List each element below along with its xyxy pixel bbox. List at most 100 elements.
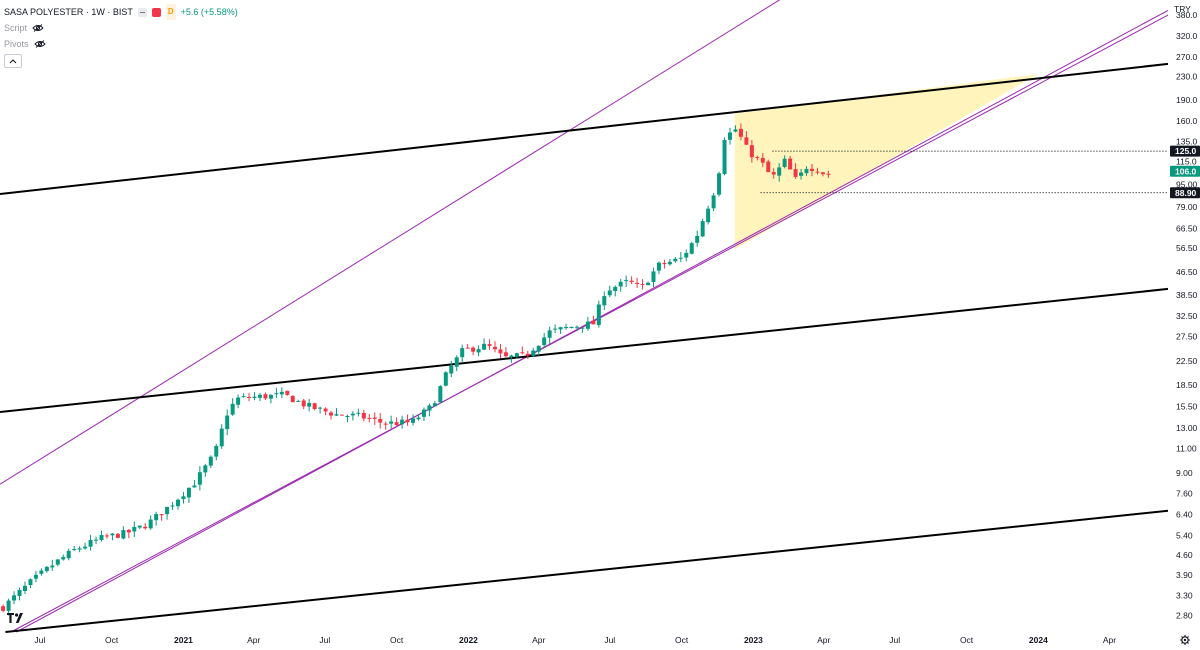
candle (596, 300, 601, 328)
candle-body (143, 526, 148, 529)
candle-body (230, 403, 235, 415)
legend-symbol-row[interactable]: SASA POLYESTER · 1W · BIST D +5.6 (+5.58… (4, 4, 238, 20)
price-tag: 125.0 (1170, 145, 1200, 157)
candle-body (148, 519, 153, 529)
script-indicator-label[interactable]: Script (4, 23, 28, 33)
time-axis-label: 2023 (744, 635, 763, 645)
price-tag-label: 106.0 (1175, 166, 1197, 176)
candle-body (706, 208, 711, 223)
price-axis-label: 32.50 (1176, 311, 1198, 321)
candle-body (695, 235, 700, 243)
market-status-icon (151, 7, 161, 17)
candle-body (416, 417, 421, 420)
candle-body (717, 173, 722, 195)
candle (503, 347, 508, 358)
candle (83, 542, 88, 550)
candle (646, 281, 651, 286)
price-axis-label: 230.0 (1176, 72, 1198, 82)
candle-body (6, 600, 11, 611)
price-axis-label: 3.90 (1176, 570, 1193, 580)
candle-body (329, 412, 334, 416)
candle-body (744, 137, 749, 145)
candle (804, 166, 809, 176)
price-axis-label: 38.50 (1176, 290, 1198, 300)
candle (498, 344, 503, 359)
price-axis-label: 18.50 (1176, 380, 1198, 390)
candle-body (44, 566, 49, 572)
candle (454, 355, 459, 372)
price-axis-label: 95.00 (1176, 180, 1198, 190)
candle (350, 411, 355, 421)
legend-pivots-row[interactable]: Pivots (4, 36, 238, 52)
candle (531, 347, 536, 358)
candle-body (252, 396, 257, 398)
candle (602, 291, 607, 310)
currency-label[interactable]: TRY (1174, 4, 1191, 14)
candle (525, 350, 530, 359)
candle-body (749, 145, 754, 158)
candle (307, 398, 312, 412)
candle-body (651, 271, 656, 282)
candle (383, 421, 388, 430)
trend-line (0, 62, 1169, 196)
time-axis-label: Oct (675, 635, 689, 645)
candle (766, 159, 771, 173)
candle-body (192, 485, 197, 488)
candle-body (656, 262, 661, 271)
channel-line (0, 0, 781, 485)
candle (749, 139, 754, 163)
candle-body (788, 158, 793, 170)
candle-body (110, 533, 115, 536)
settings-gear-icon[interactable] (1180, 635, 1190, 645)
candle (585, 316, 590, 331)
data-delay-badge: D (165, 4, 176, 20)
eye-hidden-icon[interactable] (32, 24, 44, 32)
candle (334, 408, 339, 417)
price-axis-label: 79.00 (1176, 202, 1198, 212)
candle (738, 123, 743, 141)
candle (695, 230, 700, 247)
eye-hidden-icon[interactable] (33, 40, 46, 48)
candle-body (471, 347, 476, 352)
candle (154, 511, 159, 526)
legend-script-row[interactable]: Script (4, 20, 238, 36)
price-axis-label: 22.50 (1176, 356, 1198, 366)
candle-body (170, 505, 175, 507)
candle (443, 371, 448, 387)
tradingview-logo[interactable] (7, 613, 23, 623)
time-axis[interactable]: Jul Oct 2021 Apr Jul Oct 2022 Apr Jul Oct 2023 Apr J… (34, 635, 1116, 645)
candle (110, 532, 115, 541)
candle (629, 276, 634, 285)
candle-body (268, 394, 273, 399)
candle (460, 344, 465, 362)
candle-body (290, 395, 295, 403)
candle-body (389, 421, 394, 424)
candle-body (482, 343, 487, 350)
candle (700, 218, 705, 238)
price-tags: 125.0 106.0 88.90 (1170, 145, 1200, 199)
price-axis[interactable]: 380.0 320.0 270.0 230.0 190.0 160.0 135.0 115.0… (1176, 10, 1198, 621)
candle (618, 278, 623, 292)
price-axis-label: 56.50 (1176, 243, 1198, 253)
candle (132, 521, 137, 538)
candle-body (826, 173, 831, 175)
collapse-legend-button[interactable] (4, 54, 22, 68)
candle (667, 258, 672, 266)
candle-body (766, 161, 771, 173)
candle (514, 352, 519, 359)
pivots-indicator-label[interactable]: Pivots (4, 39, 29, 49)
time-axis-label: Jul (34, 635, 45, 645)
candle-body (520, 352, 525, 354)
price-axis-label: 9.00 (1176, 468, 1193, 478)
price-tag-background (1170, 145, 1200, 157)
candle (197, 466, 202, 491)
candle (536, 345, 541, 356)
candle-body (383, 423, 388, 425)
symbol-title[interactable]: SASA POLYESTER · 1W · BIST (4, 7, 133, 17)
candle (678, 252, 683, 263)
candle (290, 395, 295, 403)
time-axis-label: Jul (604, 635, 615, 645)
candle-body (361, 412, 366, 419)
candle (809, 164, 814, 177)
